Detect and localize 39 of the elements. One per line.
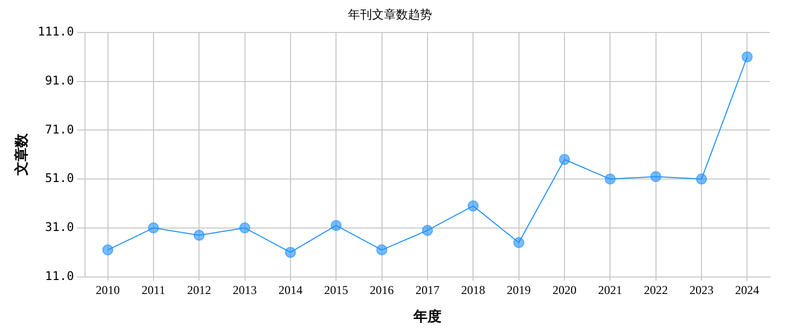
x-tick-label: 2020 (552, 283, 576, 298)
x-tick-label: 2017 (415, 283, 440, 298)
x-tick-label: 2022 (644, 283, 668, 298)
point (330, 220, 342, 231)
chart-title: 年刊文章数趋势 (348, 7, 432, 22)
x-tick-label: 2013 (232, 283, 257, 298)
point (422, 224, 433, 236)
point (102, 244, 114, 256)
x-tick-label: 2015 (324, 283, 348, 298)
x-tick-label: 2010 (96, 283, 120, 298)
point (650, 171, 662, 182)
point (148, 222, 159, 234)
x-tick-label: 2012 (187, 283, 212, 298)
point (513, 237, 524, 248)
x-tick-label: 2021 (598, 283, 622, 298)
y-tick-label: 71.0 (45, 122, 74, 136)
point (376, 244, 388, 256)
y-tick-label: 31.0 (45, 220, 74, 234)
x-tick-label: 2023 (689, 283, 714, 298)
point (742, 51, 753, 62)
x-tick-label: 2019 (506, 283, 531, 298)
point (194, 230, 205, 241)
point (558, 154, 570, 165)
x-tick-label: 2024 (735, 283, 760, 298)
x-tick-label: 2011 (142, 283, 166, 298)
point (696, 174, 707, 185)
x-tick-label: 2018 (461, 283, 486, 298)
x-axis-title: 年度 (412, 308, 442, 326)
y-tick-label: 111.0 (38, 24, 74, 39)
point (604, 174, 616, 185)
point (284, 246, 296, 258)
point (239, 222, 250, 234)
y-tick-label: 51.0 (45, 171, 74, 186)
point (468, 200, 479, 212)
x-tick-label: 2016 (370, 283, 394, 298)
x-tick-label: 2014 (278, 283, 302, 298)
y-tick-label: 11.0 (45, 268, 74, 283)
y-tick-label: 91.0 (45, 73, 74, 88)
y-axis-title: 文章数 (13, 132, 30, 177)
